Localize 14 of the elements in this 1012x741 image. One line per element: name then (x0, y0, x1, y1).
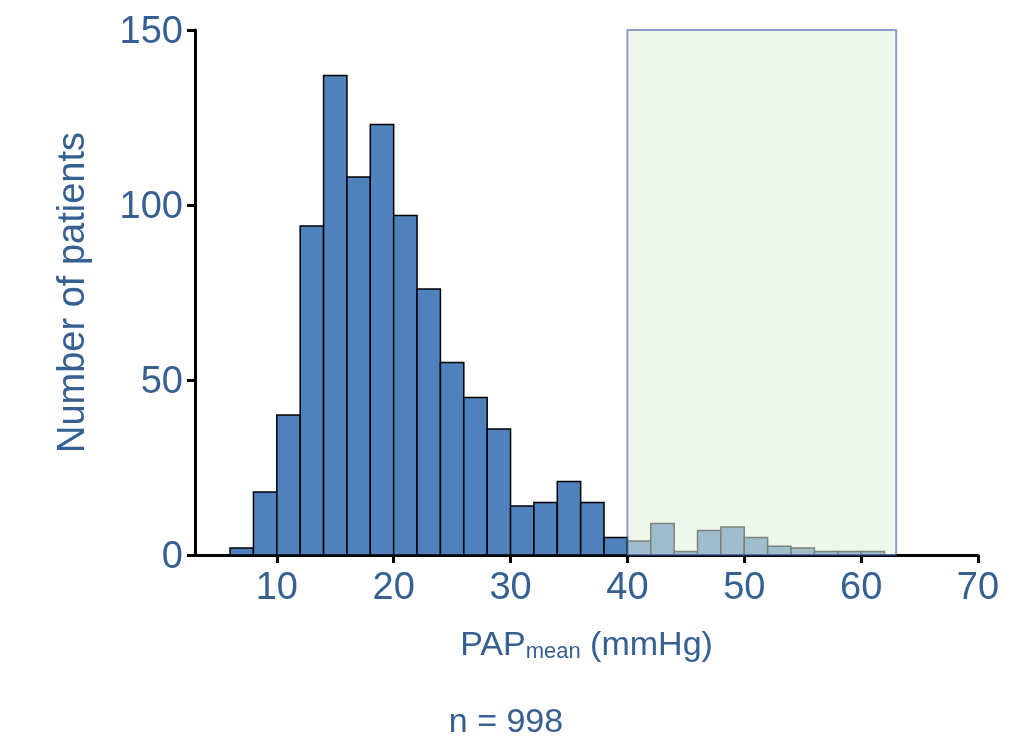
x-tick-label: 70 (956, 565, 1000, 607)
y-tick-label: 150 (119, 9, 183, 51)
y-tick-label: 100 (119, 184, 183, 226)
x-tick-label: 50 (723, 565, 766, 607)
y-tick-label: 50 (140, 359, 183, 401)
x-tick-label: 20 (372, 565, 415, 607)
y-axis-title: Number of patients (50, 131, 92, 454)
text: n = 998 (448, 701, 564, 739)
x-tick-label: 40 (606, 565, 649, 607)
x-tick-label: 60 (839, 565, 883, 607)
x-axis-title: PAPmean (mmHg) (460, 624, 713, 663)
x-tick-label: 30 (489, 565, 532, 607)
x-tick-label: 10 (255, 565, 298, 607)
y-tick-label: 0 (161, 534, 183, 576)
